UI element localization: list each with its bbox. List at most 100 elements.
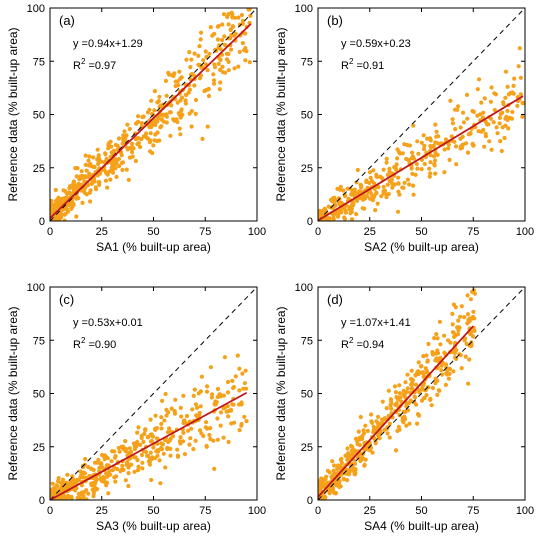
data-point [393,448,399,453]
data-point [429,403,434,408]
data-point [440,372,445,377]
data-point [201,58,206,63]
data-point [411,192,416,197]
data-point [135,468,141,473]
data-point [226,68,231,73]
data-point [416,360,421,365]
data-point [138,442,143,447]
data-point [140,114,145,120]
data-point [359,457,364,462]
chart-panel-2: 0 25 50 75 100 0 25 50 75 100 SA2 (% built-up area… [274,3,534,254]
data-point [407,143,412,148]
data-point [439,363,444,368]
data-point [510,90,515,95]
data-point [75,495,80,500]
regression-equation: y =0.53x+0.01 [73,317,143,329]
data-point [161,112,166,117]
data-point [418,364,423,369]
data-point [427,166,432,171]
data-point [168,110,173,115]
data-point [453,144,459,149]
data-point [130,154,135,159]
data-point [505,84,510,89]
data-point [107,468,112,473]
data-point [520,114,525,119]
data-point [367,180,372,185]
data-point [126,471,131,476]
data-point [188,436,193,441]
data-point [456,104,461,109]
regression-equation: y =0.94x+1.29 [73,38,143,50]
data-point [136,119,141,124]
data-point [126,177,131,182]
r-squared-exponent: 2 [349,57,354,66]
data-point [499,148,504,154]
data-point [243,31,248,36]
data-point [80,200,85,205]
data-point [373,208,378,213]
data-point [237,428,242,433]
data-point [157,458,162,463]
data-point [482,96,487,101]
r-squared-value: =0.91 [353,60,384,72]
data-point [413,395,418,400]
y-tick-label: 75 [301,56,313,68]
data-point [212,65,218,70]
data-point [155,453,160,458]
data-point [84,488,89,493]
data-point [81,496,86,500]
data-point [152,89,157,94]
data-point [220,22,225,27]
data-point [239,423,244,428]
data-point [66,482,71,487]
data-point [121,446,126,451]
data-point [155,130,160,135]
data-point [401,185,406,190]
data-point [178,435,183,440]
data-point [385,172,390,177]
data-point [177,69,182,74]
data-point [156,99,161,104]
data-point [365,428,370,434]
data-point [334,482,339,487]
data-point [428,160,433,165]
data-point [465,150,471,155]
data-point [431,154,437,159]
data-point [120,160,126,165]
data-point [403,380,408,385]
data-point [328,197,334,202]
data-point [224,57,230,62]
data-point [174,117,179,122]
data-point [378,174,383,179]
data-point [421,133,426,138]
data-point [465,321,470,326]
data-point [151,445,156,450]
data-point [375,174,380,179]
panel-label: (d) [327,292,343,307]
r-squared: R2 =0.91 [341,57,384,72]
data-point [199,374,204,379]
data-point [434,351,439,356]
data-point [218,394,223,399]
data-point [183,98,188,103]
data-point [518,92,524,97]
data-point [505,117,510,123]
data-point [488,99,493,104]
data-point [331,216,336,221]
data-point [79,490,84,495]
data-point [363,423,368,428]
data-point [175,453,180,458]
data-point [70,478,75,483]
data-point [179,414,184,419]
data-point [138,144,143,150]
data-point [173,79,178,84]
data-point [70,184,75,189]
data-point [124,167,129,172]
data-point [471,109,476,114]
data-point [358,414,363,420]
data-point [130,141,135,146]
scatter-points [318,46,525,221]
data-point [333,491,338,496]
r-squared-symbol: R [73,60,81,72]
data-point [133,158,138,164]
